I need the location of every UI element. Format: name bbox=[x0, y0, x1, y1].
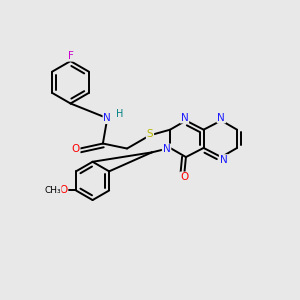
Text: N: N bbox=[103, 113, 111, 123]
Text: O: O bbox=[180, 172, 189, 182]
Text: S: S bbox=[147, 129, 153, 139]
Text: H: H bbox=[116, 109, 123, 119]
Text: N: N bbox=[181, 112, 188, 123]
Text: N: N bbox=[220, 155, 227, 165]
Text: N: N bbox=[218, 112, 225, 123]
Text: F: F bbox=[68, 51, 74, 61]
Text: O: O bbox=[59, 185, 68, 196]
Text: CH₃: CH₃ bbox=[44, 186, 61, 195]
Text: N: N bbox=[163, 144, 170, 154]
Text: O: O bbox=[71, 143, 80, 154]
